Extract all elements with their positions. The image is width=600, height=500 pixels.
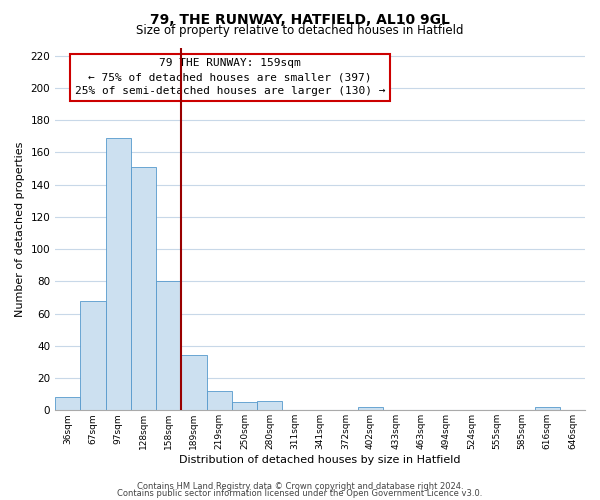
Bar	[80, 300, 106, 410]
Bar	[156, 282, 181, 410]
Bar	[55, 398, 80, 410]
Text: Size of property relative to detached houses in Hatfield: Size of property relative to detached ho…	[136, 24, 464, 37]
Bar	[206, 391, 232, 410]
Text: Contains public sector information licensed under the Open Government Licence v3: Contains public sector information licen…	[118, 488, 482, 498]
Bar	[535, 407, 560, 410]
Bar	[181, 356, 206, 410]
Bar	[257, 400, 282, 410]
Bar	[131, 167, 156, 410]
X-axis label: Distribution of detached houses by size in Hatfield: Distribution of detached houses by size …	[179, 455, 461, 465]
Text: 79, THE RUNWAY, HATFIELD, AL10 9GL: 79, THE RUNWAY, HATFIELD, AL10 9GL	[150, 12, 450, 26]
Bar	[232, 402, 257, 410]
Text: 79 THE RUNWAY: 159sqm
← 75% of detached houses are smaller (397)
25% of semi-det: 79 THE RUNWAY: 159sqm ← 75% of detached …	[75, 58, 385, 96]
Text: Contains HM Land Registry data © Crown copyright and database right 2024.: Contains HM Land Registry data © Crown c…	[137, 482, 463, 491]
Bar	[358, 407, 383, 410]
Y-axis label: Number of detached properties: Number of detached properties	[15, 141, 25, 316]
Bar	[106, 138, 131, 410]
